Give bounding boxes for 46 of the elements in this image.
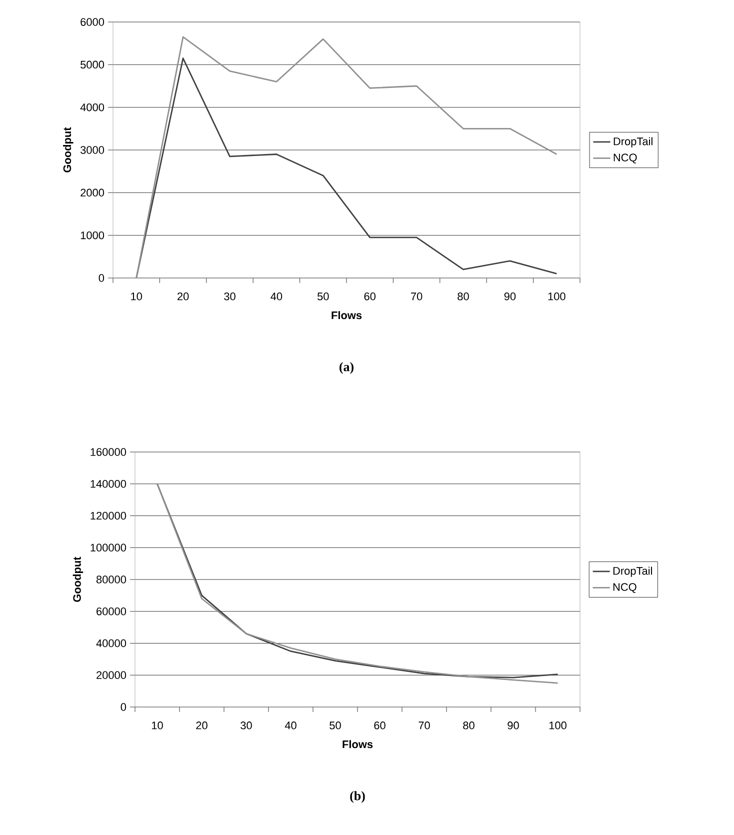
x-tick-label: 60 [374,722,386,730]
x-tick-label: 100 [548,292,566,300]
legend-label: DropTail [614,137,652,148]
x-tick-label: 30 [224,292,236,300]
x-tick-label: 90 [508,722,519,730]
y-tick-label: 80000 [96,576,126,584]
y-tick-label: 0 [98,274,104,282]
text: (a) [340,362,354,374]
x-tick-label: 20 [178,292,189,300]
y-axis-title: Goodput [72,556,84,602]
legend-label: NCQ [613,583,636,593]
x-axis-title: Flows [332,311,362,320]
x-tick-label: 100 [549,722,566,730]
x-axis-title: Flows [342,740,373,748]
y-tick-label: 3000 [80,146,104,154]
y-tick-label: 4000 [80,103,104,112]
y-tick-label: 0 [120,703,126,711]
y-tick-label: 2000 [80,188,104,197]
x-tick-label: 20 [196,722,208,730]
x-tick-label: 40 [284,722,296,730]
x-tick-label: 70 [418,722,430,730]
x-tick-label: 70 [411,292,422,300]
x-tick-label: 60 [364,292,376,300]
x-tick-label: 30 [240,722,252,730]
x-tick-label: 80 [463,722,474,730]
x-tick-label: 50 [317,292,329,300]
text: (b) [350,791,365,803]
x-tick-label: 50 [330,722,341,730]
x-tick-label: 10 [131,292,142,300]
y-tick-label: 100000 [90,544,126,552]
y-axis-title: Goodput [63,127,74,172]
x-tick-label: 90 [504,292,516,300]
y-tick-label: 40000 [96,639,126,648]
y-tick-label: 160000 [90,448,126,456]
y-tick-label: 140000 [90,480,126,488]
legend-label: DropTail [613,566,652,577]
y-tick-label: 120000 [90,512,126,520]
legend-label: NCQ [614,154,637,164]
y-tick-label: 60000 [96,608,126,616]
x-tick-label: 80 [458,292,469,300]
x-tick-label: 40 [270,292,282,300]
x-tick-label: 10 [152,722,163,730]
y-tick-label: 5000 [80,60,104,69]
y-tick-label: 20000 [96,671,126,680]
y-tick-label: 6000 [80,18,104,26]
y-tick-label: 1000 [80,231,104,240]
